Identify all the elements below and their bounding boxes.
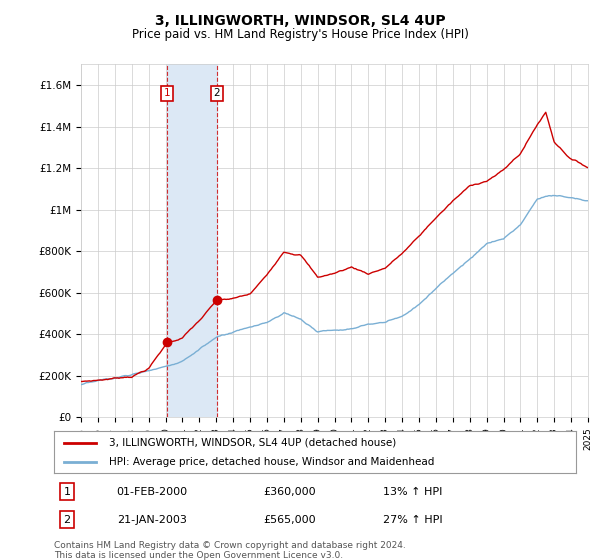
Text: Contains HM Land Registry data © Crown copyright and database right 2024.: Contains HM Land Registry data © Crown c… <box>54 541 406 550</box>
Text: £360,000: £360,000 <box>263 487 316 497</box>
Text: 2: 2 <box>64 515 71 525</box>
Text: 27% ↑ HPI: 27% ↑ HPI <box>383 515 442 525</box>
Text: 2: 2 <box>214 88 220 99</box>
Text: 1: 1 <box>64 487 71 497</box>
Text: £565,000: £565,000 <box>263 515 316 525</box>
Text: This data is licensed under the Open Government Licence v3.0.: This data is licensed under the Open Gov… <box>54 551 343 560</box>
Bar <box>167 64 217 417</box>
Text: Price paid vs. HM Land Registry's House Price Index (HPI): Price paid vs. HM Land Registry's House … <box>131 28 469 41</box>
Text: 13% ↑ HPI: 13% ↑ HPI <box>383 487 442 497</box>
Text: 3, ILLINGWORTH, WINDSOR, SL4 4UP (detached house): 3, ILLINGWORTH, WINDSOR, SL4 4UP (detach… <box>109 437 396 447</box>
Text: 01-FEB-2000: 01-FEB-2000 <box>116 487 188 497</box>
Text: 1: 1 <box>164 88 170 99</box>
Text: 3, ILLINGWORTH, WINDSOR, SL4 4UP: 3, ILLINGWORTH, WINDSOR, SL4 4UP <box>155 14 445 28</box>
Text: 21-JAN-2003: 21-JAN-2003 <box>116 515 187 525</box>
Text: HPI: Average price, detached house, Windsor and Maidenhead: HPI: Average price, detached house, Wind… <box>109 457 434 467</box>
